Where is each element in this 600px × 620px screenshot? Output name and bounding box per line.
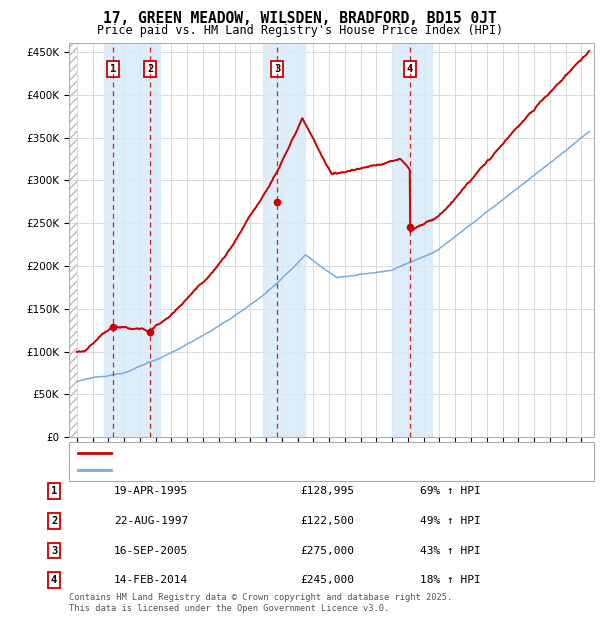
Text: £245,000: £245,000 xyxy=(300,575,354,585)
Bar xyxy=(104,43,160,437)
Text: £275,000: £275,000 xyxy=(300,546,354,556)
Text: 49% ↑ HPI: 49% ↑ HPI xyxy=(420,516,481,526)
Text: Contains HM Land Registry data © Crown copyright and database right 2025.
This d: Contains HM Land Registry data © Crown c… xyxy=(69,593,452,613)
Text: £128,995: £128,995 xyxy=(300,486,354,496)
Text: £122,500: £122,500 xyxy=(300,516,354,526)
Text: 2: 2 xyxy=(147,64,153,74)
Text: 17, GREEN MEADOW, WILSDEN, BRADFORD, BD15 0JT: 17, GREEN MEADOW, WILSDEN, BRADFORD, BD1… xyxy=(103,11,497,26)
Text: 3: 3 xyxy=(274,64,280,74)
Text: 19-APR-1995: 19-APR-1995 xyxy=(114,486,188,496)
Text: 22-AUG-1997: 22-AUG-1997 xyxy=(114,516,188,526)
Text: 17, GREEN MEADOW, WILSDEN, BRADFORD, BD15 0JT (detached house): 17, GREEN MEADOW, WILSDEN, BRADFORD, BD1… xyxy=(118,448,490,458)
Text: 18% ↑ HPI: 18% ↑ HPI xyxy=(420,575,481,585)
Bar xyxy=(392,43,431,437)
Text: 2: 2 xyxy=(51,516,57,526)
Text: Price paid vs. HM Land Registry's House Price Index (HPI): Price paid vs. HM Land Registry's House … xyxy=(97,24,503,37)
Text: 1: 1 xyxy=(110,64,116,74)
Bar xyxy=(263,43,305,437)
Text: 69% ↑ HPI: 69% ↑ HPI xyxy=(420,486,481,496)
Bar xyxy=(69,43,77,437)
Text: 14-FEB-2014: 14-FEB-2014 xyxy=(114,575,188,585)
Text: HPI: Average price, detached house, Bradford: HPI: Average price, detached house, Brad… xyxy=(118,465,382,475)
Text: 4: 4 xyxy=(407,64,413,74)
Text: 16-SEP-2005: 16-SEP-2005 xyxy=(114,546,188,556)
Text: 1: 1 xyxy=(51,486,57,496)
Text: 43% ↑ HPI: 43% ↑ HPI xyxy=(420,546,481,556)
Text: 4: 4 xyxy=(51,575,57,585)
Text: 3: 3 xyxy=(51,546,57,556)
